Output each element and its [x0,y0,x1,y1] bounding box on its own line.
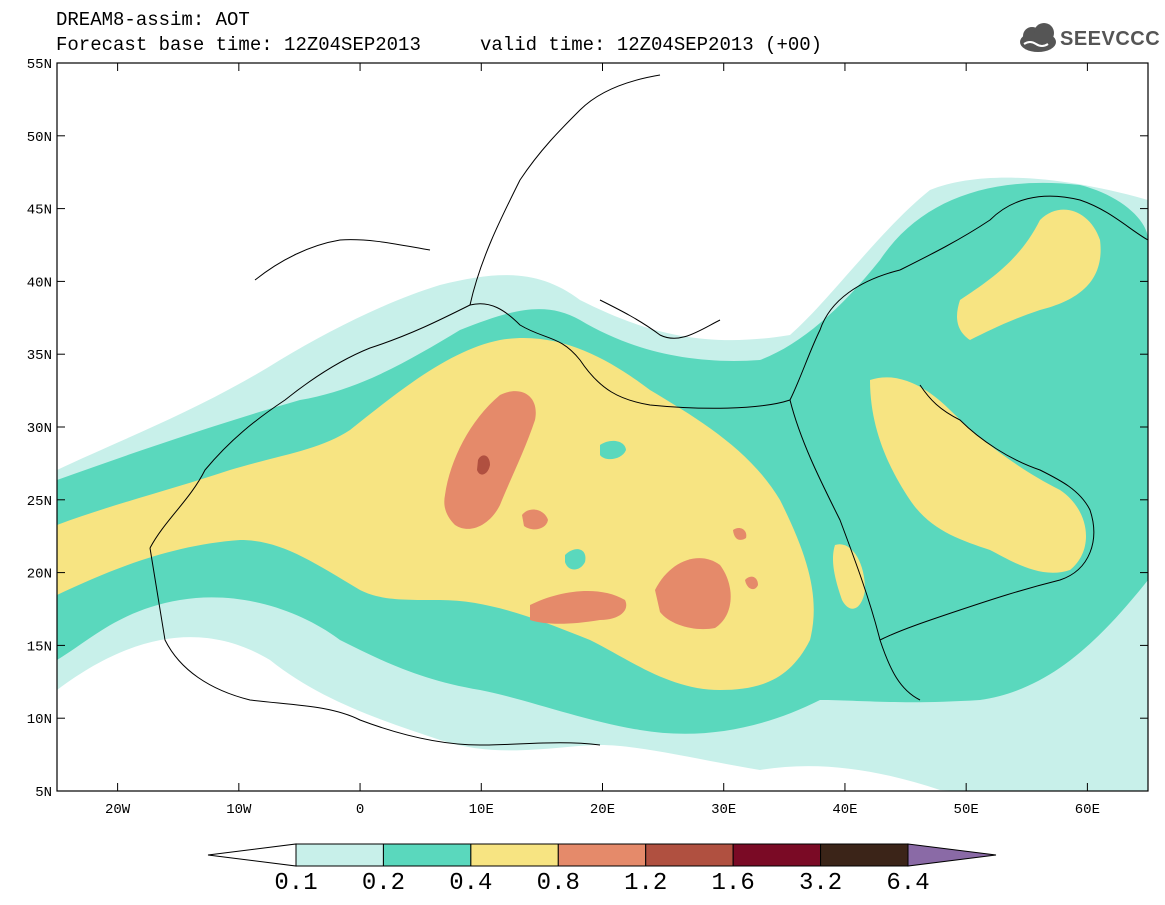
colorbar-label: 6.4 [886,870,930,897]
colorbar-label: 1.2 [624,870,668,897]
lat-ticks: 55N 50N 45N 40N 35N 30N 25N 20N 15N 10N 5N [27,57,1148,801]
lon-label: 30E [711,802,736,818]
aot-band-0.4-caspian [957,209,1101,340]
lon-label: 50E [954,802,979,818]
lat-label: 40N [27,275,52,291]
colorbar [207,843,997,867]
lon-label: 10W [226,802,252,818]
lat-label: 5N [35,785,52,801]
aot-band-0.4-sudan [832,544,865,609]
aot-band-0.8-blob1 [522,509,548,530]
aot-shading [57,177,1148,791]
lat-label: 55N [27,57,52,73]
colorbar-label: 1.6 [711,870,755,897]
colorbar-swatch [557,843,647,867]
coastlines [149,74,1148,746]
lon-label: 20E [590,802,615,818]
aot-band-0.8-blob2 [733,527,747,540]
valid-time: valid time: 12Z04SEP2013 (+00) [480,34,823,56]
colorbar-label: 0.1 [274,870,318,897]
colorbar-label: 0.8 [536,870,580,897]
aot-band-0.8-niger [530,590,627,624]
lon-label: 40E [832,802,857,818]
aot-band-0.8-blob3 [745,576,758,590]
aot-band-0.4-arabia [870,377,1087,573]
colorbar-label: 0.4 [449,870,493,897]
lat-label: 45N [27,203,52,219]
colorbar-swatch [295,843,384,867]
aot-hole-2 [565,549,586,570]
aot-band-0.8-algeria [444,391,536,529]
colorbar-swatch [820,843,909,867]
colorbar-max-arrow [907,843,997,867]
lat-label: 35N [27,348,52,364]
colorbar-label: 0.2 [361,870,406,897]
lon-label: 20W [105,802,131,818]
aot-band-1.2 [477,455,490,475]
cloud-logo-icon [1020,23,1056,52]
colorbar-swatch [470,843,559,867]
lat-label: 50N [27,130,52,146]
aot-hole-1 [600,440,626,460]
lon-label: 10E [469,802,494,818]
colorbar-min-arrow [207,843,297,867]
map-title: DREAM8-assim: AOT [56,9,250,31]
colorbar-swatch [732,843,822,867]
colorbar-label: 3.2 [798,870,843,897]
logo-text: SEEVCCC [1060,28,1161,50]
lon-ticks: 20W 10W 0 10E 20E 30E 40E 50E 60E [105,63,1100,818]
colorbar-swatch [645,843,734,867]
forecast-base-time: Forecast base time: 12Z04SEP2013 [56,34,421,56]
aot-band-0.8-chad [655,558,731,630]
lon-label: 0 [356,802,364,818]
lon-label: 60E [1075,802,1100,818]
lat-label: 15N [27,639,52,655]
lat-label: 10N [27,712,52,728]
lat-label: 30N [27,421,52,437]
lat-label: 25N [27,494,52,510]
lat-label: 20N [27,567,52,583]
colorbar-swatch [382,843,472,867]
